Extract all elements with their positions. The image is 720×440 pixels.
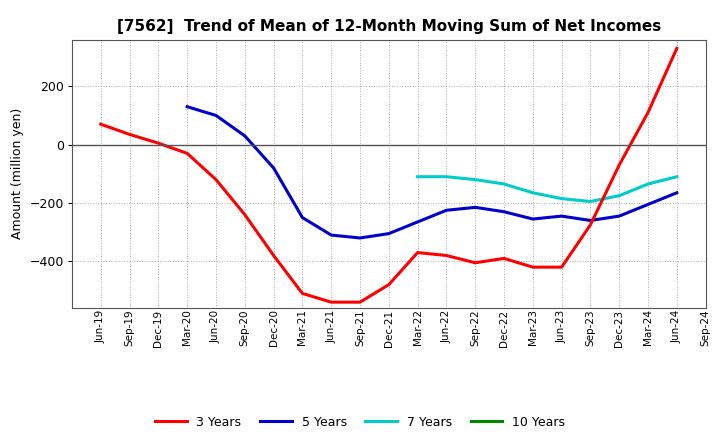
Title: [7562]  Trend of Mean of 12-Month Moving Sum of Net Incomes: [7562] Trend of Mean of 12-Month Moving … (117, 19, 661, 34)
Y-axis label: Amount (million yen): Amount (million yen) (11, 108, 24, 239)
Legend: 3 Years, 5 Years, 7 Years, 10 Years: 3 Years, 5 Years, 7 Years, 10 Years (150, 411, 570, 434)
